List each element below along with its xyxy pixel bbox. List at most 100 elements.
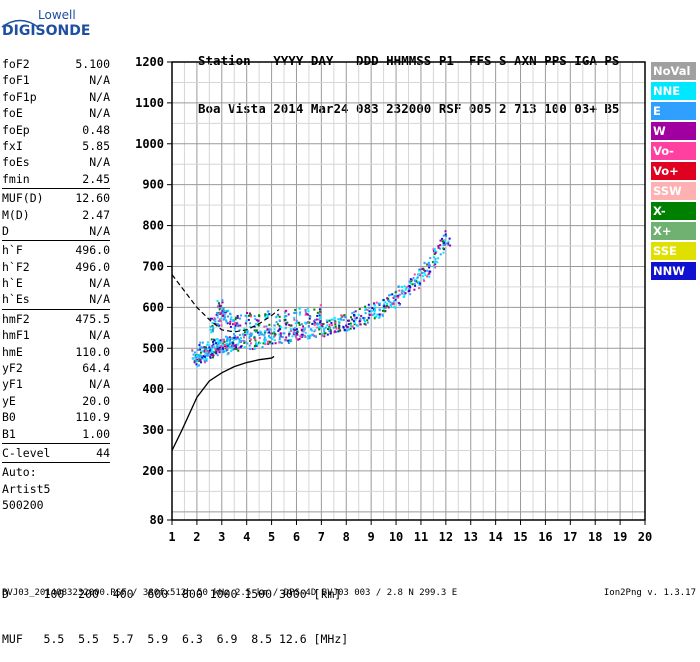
echo-point — [209, 317, 212, 320]
x-tick-label: 14 — [488, 530, 502, 544]
echo-point — [254, 323, 257, 326]
echo-point — [258, 337, 261, 340]
echo-point — [219, 341, 222, 344]
echo-point — [279, 332, 282, 335]
echo-point — [318, 314, 321, 317]
echo-point — [226, 338, 229, 341]
echo-point — [284, 314, 287, 317]
echo-point — [334, 321, 337, 324]
echo-point — [206, 343, 209, 346]
echo-point — [216, 348, 219, 351]
echo-point — [218, 311, 221, 314]
echo-point — [263, 336, 266, 339]
echo-point — [364, 323, 367, 326]
echo-point — [204, 346, 207, 349]
echo-point — [221, 346, 224, 349]
echo-point — [354, 318, 357, 321]
param-value: N/A — [89, 223, 110, 238]
echo-point — [265, 325, 268, 328]
echo-point — [264, 313, 267, 316]
echo-point — [353, 323, 356, 326]
y-tick-label: 200 — [142, 464, 164, 478]
echo-point — [217, 341, 220, 344]
echo-point — [448, 237, 451, 240]
echo-point — [219, 312, 222, 315]
echo-point — [346, 326, 349, 329]
echo-point — [276, 323, 279, 326]
echo-point — [215, 352, 218, 355]
param-group-virtual-heights: h`F 496.0 h`F2 496.0 h`E N/A h`Es N/A — [2, 242, 110, 308]
legend-item: SSW — [651, 182, 696, 200]
echo-point — [320, 323, 323, 326]
echo-point — [433, 249, 436, 252]
echo-point — [431, 261, 434, 264]
echo-point — [226, 345, 229, 348]
echo-point — [389, 293, 392, 296]
echo-point — [237, 349, 240, 352]
y-tick-label: 1100 — [135, 96, 164, 110]
param-value: N/A — [89, 292, 110, 307]
echo-point — [445, 235, 448, 238]
echo-point — [325, 319, 328, 322]
param-value: 496.0 — [75, 259, 110, 274]
echo-point — [221, 301, 224, 304]
echo-point — [354, 317, 357, 320]
echo-point — [442, 234, 445, 237]
echo-point — [378, 313, 381, 316]
echo-point — [442, 247, 445, 250]
echo-point — [331, 318, 334, 321]
echo-point — [222, 351, 225, 354]
echo-point — [197, 364, 200, 367]
param-value: 1.00 — [82, 426, 110, 441]
header-values: Boa Vista 2014 Mar24 083 232000 RSF 005 … — [198, 101, 620, 116]
echo-point — [294, 322, 297, 325]
echo-point — [296, 333, 299, 336]
echo-point — [343, 314, 346, 317]
echo-point — [372, 302, 375, 305]
echo-point — [259, 342, 262, 345]
echo-point — [368, 306, 371, 309]
echo-point — [418, 273, 421, 276]
echo-point — [374, 315, 377, 318]
echo-point — [301, 329, 304, 332]
echo-point — [233, 347, 236, 350]
echo-point — [381, 313, 384, 316]
echo-point — [232, 343, 235, 346]
echo-point — [242, 336, 245, 339]
param-name: B1 — [2, 426, 16, 441]
echo-point — [199, 348, 202, 351]
echo-point — [213, 339, 216, 342]
echo-point — [211, 321, 214, 324]
echo-point — [329, 332, 332, 335]
echo-point — [316, 323, 319, 326]
echo-point — [401, 292, 404, 295]
echo-point — [222, 338, 225, 341]
echo-point — [246, 331, 249, 334]
echo-point — [243, 340, 246, 343]
echo-point — [308, 337, 311, 340]
echo-point — [249, 313, 252, 316]
echo-point — [223, 310, 226, 313]
param-value: N/A — [89, 89, 110, 104]
echo-point — [243, 346, 246, 349]
echo-point — [403, 291, 406, 294]
echo-point — [429, 257, 432, 260]
echo-point — [264, 316, 267, 319]
echo-point — [266, 314, 269, 317]
echo-point — [447, 240, 450, 243]
echo-point — [229, 318, 232, 321]
echo-point — [375, 315, 378, 318]
echo-point — [288, 333, 291, 336]
echo-point — [349, 322, 352, 325]
param-name: hmF2 — [2, 311, 30, 326]
echo-point — [273, 331, 276, 334]
echo-point — [420, 272, 423, 275]
distance-row: D 100 200 400 600 800 1000 1500 3000 [km… — [2, 587, 342, 601]
echo-point — [298, 307, 301, 310]
echo-point — [397, 302, 400, 305]
echo-point — [409, 278, 412, 281]
echo-point — [352, 320, 355, 323]
logo-arc-icon — [1, 19, 39, 28]
echo-point — [229, 313, 232, 316]
echo-point — [205, 358, 208, 361]
